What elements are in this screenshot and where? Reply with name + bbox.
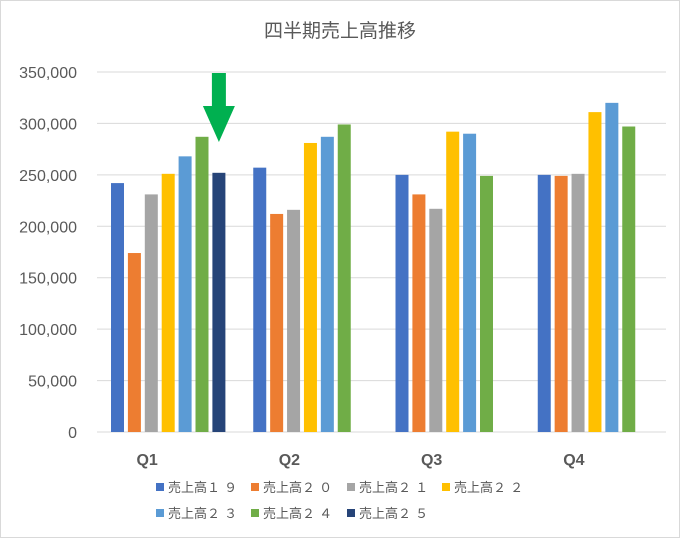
down-arrow-icon (202, 73, 235, 142)
y-tick-label: 50,000 (28, 374, 77, 391)
x-axis: Q1 Q2 Q3 Q4 (136, 452, 584, 469)
legend-item: 売上高１ ９ (156, 480, 237, 496)
y-tick-label: 300,000 (19, 116, 77, 133)
bar (412, 194, 426, 432)
legend-swatch (156, 483, 164, 491)
x-tick-label: Q1 (136, 452, 157, 469)
legend-item: 売上高２ ５ (347, 506, 428, 522)
bar (537, 174, 551, 432)
legend-label: 売上高１ ９ (168, 480, 237, 496)
legend-label: 売上高２ ３ (168, 506, 237, 522)
chart-title: 四半期売上高推移 (264, 20, 416, 42)
bar (212, 172, 226, 433)
x-tick-label: Q3 (421, 452, 442, 469)
bar (320, 136, 334, 433)
bar (463, 133, 477, 432)
bar (111, 183, 124, 432)
bar (161, 173, 175, 433)
x-tick-label: Q4 (563, 452, 584, 469)
bar (588, 112, 602, 432)
bar (395, 174, 409, 432)
bars (111, 102, 636, 433)
legend-item: 売上高２ ２ (442, 480, 523, 496)
y-axis: 0 50,000 100,000 150,000 200,000 250,000 300,0… (19, 65, 77, 442)
y-tick-label: 0 (68, 425, 77, 442)
bar (287, 209, 301, 432)
y-tick-label: 100,000 (19, 322, 77, 339)
bar (178, 156, 192, 433)
legend-label: 売上高２ １ (359, 480, 428, 496)
annotations (202, 73, 235, 142)
bar (480, 175, 493, 432)
legend-item: 売上高２ ０ (251, 480, 332, 496)
legend-label: 売上高２ ０ (263, 480, 332, 496)
legend-swatch (442, 483, 450, 491)
bar (446, 131, 460, 432)
legend-swatch (251, 509, 259, 517)
y-tick-label: 350,000 (19, 65, 77, 82)
bar (554, 175, 568, 432)
bar (270, 213, 284, 432)
legend-label: 売上高２ ２ (454, 480, 523, 496)
legend-label: 売上高２ ５ (359, 506, 428, 522)
legend: 売上高１ ９ 売上高２ ０ 売上高２ １ 売上高２ ２ 売上高２ ３ 売上高２ ４ 売上高２… (156, 480, 523, 522)
gridlines (97, 71, 666, 433)
y-tick-label: 200,000 (19, 219, 77, 236)
bar (429, 208, 443, 432)
legend-swatch (251, 483, 259, 491)
y-tick-label: 250,000 (19, 168, 77, 185)
legend-swatch (347, 509, 355, 517)
bar (144, 194, 158, 432)
legend-swatch (347, 483, 355, 491)
bar (127, 253, 141, 432)
legend-item: 売上高２ １ (347, 480, 428, 496)
bar (337, 124, 351, 432)
legend-item: 売上高２ ４ (251, 506, 332, 522)
bar (253, 167, 267, 432)
bar (605, 102, 619, 432)
bar (195, 136, 209, 433)
bar (303, 142, 317, 432)
y-tick-label: 150,000 (19, 271, 77, 288)
legend-label: 売上高２ ４ (263, 506, 332, 522)
bar (571, 173, 585, 433)
bar (622, 126, 636, 432)
legend-item: 売上高２ ３ (156, 506, 237, 522)
x-tick-label: Q2 (279, 452, 300, 469)
legend-swatch (156, 509, 164, 517)
